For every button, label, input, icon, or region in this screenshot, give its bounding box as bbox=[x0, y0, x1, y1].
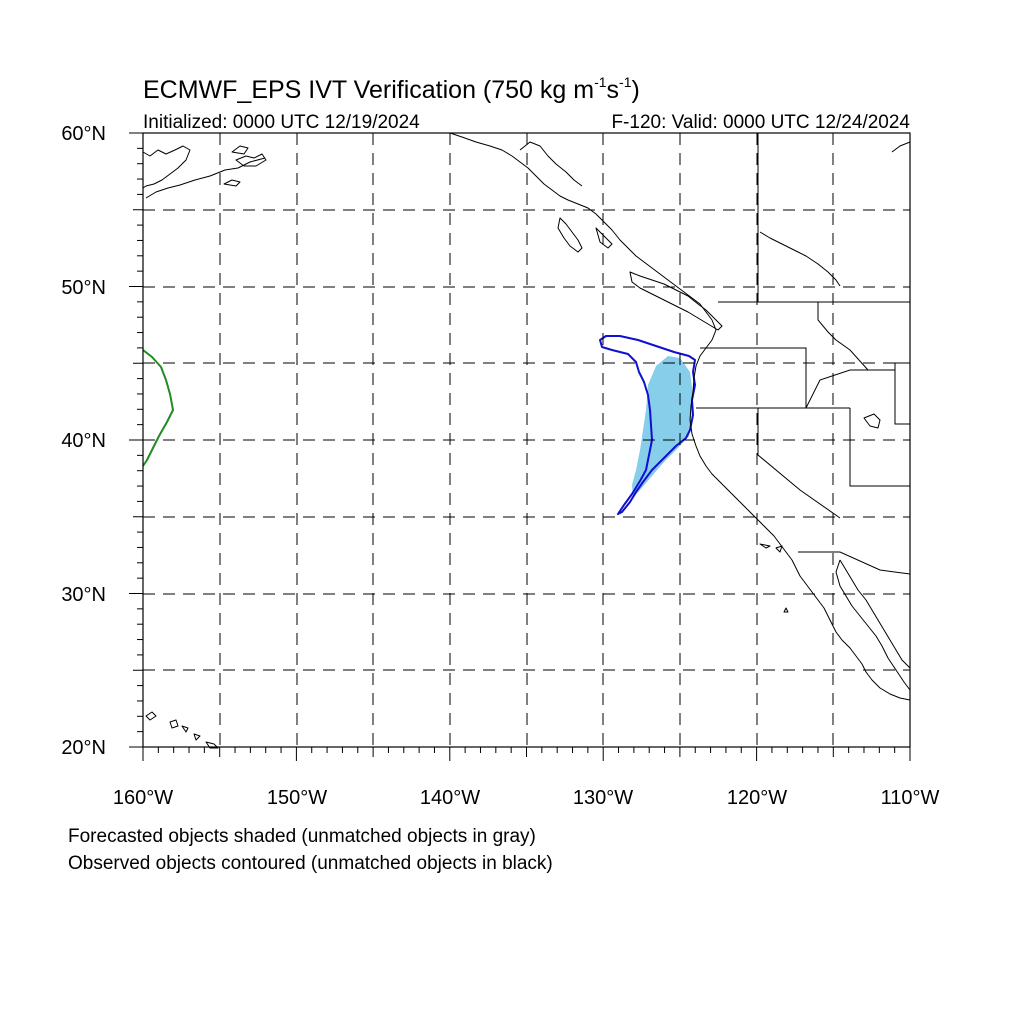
lat-label-60n: 60°N bbox=[61, 123, 106, 145]
longitude-labels: 160°W 150°W 140°W 130°W 120°W 110°W bbox=[113, 787, 940, 809]
lon-label-150w: 150°W bbox=[267, 787, 327, 809]
lat-label-50n: 50°N bbox=[61, 277, 106, 299]
lat-label-40n: 40°N bbox=[61, 430, 106, 452]
legend-observed-note: Observed objects contoured (unmatched ob… bbox=[68, 853, 553, 874]
valid-time: F-120: Valid: 0000 UTC 12/24/2024 bbox=[611, 112, 910, 133]
lon-label-120w: 120°W bbox=[727, 787, 787, 809]
lon-label-130w: 130°W bbox=[573, 787, 633, 809]
legend-forecast-note: Forecasted objects shaded (unmatched obj… bbox=[68, 826, 536, 847]
latitude-labels: 60°N 50°N 40°N 30°N 20°N bbox=[61, 123, 106, 759]
lon-label-110w: 110°W bbox=[881, 787, 940, 809]
map-title: ECMWF_EPS IVT Verification (750 kg m-1s-… bbox=[143, 74, 640, 104]
coastlines bbox=[142, 132, 911, 749]
lat-label-20n: 20°N bbox=[61, 737, 106, 759]
observed-ivt-contour-other bbox=[142, 349, 174, 467]
lon-label-160w: 160°W bbox=[113, 787, 173, 809]
graticule bbox=[143, 133, 910, 747]
initialized-time: Initialized: 0000 UTC 12/19/2024 bbox=[143, 112, 420, 133]
lat-label-30n: 30°N bbox=[61, 584, 106, 606]
observed-ivt-contour-matched bbox=[599, 335, 696, 515]
map-panel bbox=[129, 132, 911, 761]
lon-label-140w: 140°W bbox=[420, 787, 480, 809]
political-borders bbox=[696, 133, 911, 575]
axis-ticks bbox=[129, 132, 911, 761]
